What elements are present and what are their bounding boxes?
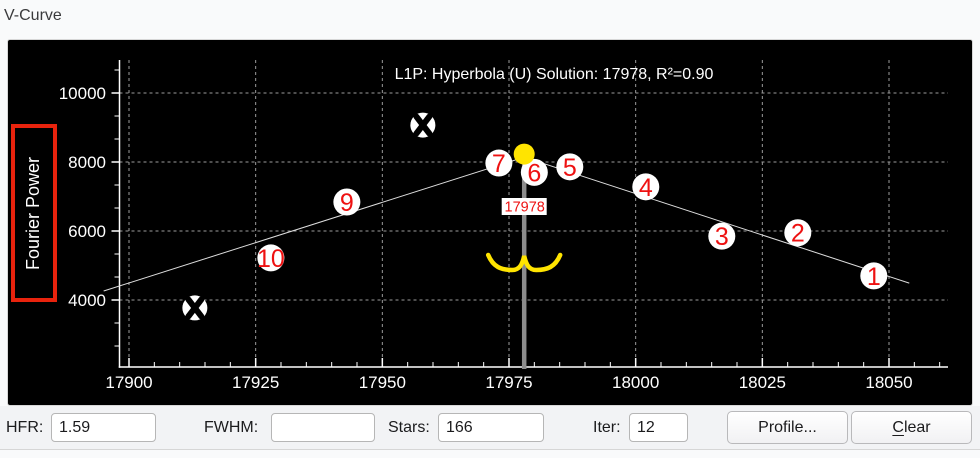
y-axis-label: Fourier Power bbox=[23, 156, 44, 270]
y-tick-label: 6000 bbox=[68, 222, 106, 241]
stars-label: Stars: bbox=[388, 418, 430, 436]
page-title: V-Curve bbox=[4, 7, 62, 24]
fwhm-input[interactable] bbox=[271, 413, 375, 442]
fwhm-label: FWHM: bbox=[204, 418, 259, 436]
rejected-x-icon bbox=[413, 113, 433, 137]
iter-label: Iter: bbox=[593, 418, 621, 436]
bottom-bar: HFR: FWHM: Stars: Iter: Profile... Clear bbox=[0, 406, 980, 450]
y-axis-label-box: Fourier Power bbox=[11, 124, 57, 302]
data-point-10 bbox=[257, 244, 285, 272]
y-tick-label: 8000 bbox=[68, 153, 106, 172]
x-tick-label: 17950 bbox=[359, 373, 406, 392]
rejected-x-icon bbox=[185, 296, 205, 320]
data-point-number-9: 9 bbox=[340, 189, 354, 217]
fit-line bbox=[524, 156, 910, 284]
clear-button-accel: C bbox=[892, 418, 904, 436]
clear-button[interactable]: Clear bbox=[851, 411, 972, 444]
data-point-number-5: 5 bbox=[563, 154, 577, 182]
x-tick-label: 17975 bbox=[485, 373, 532, 392]
vcurve-chart: 17900 17925 17950 17975 18000 18025 1805040006… bbox=[59, 60, 948, 392]
data-point-5 bbox=[556, 153, 584, 181]
x-tick-label: 17925 bbox=[232, 373, 279, 392]
data-point-7 bbox=[485, 149, 513, 177]
data-point-number-1: 1 bbox=[867, 263, 881, 291]
data-point-3 bbox=[708, 222, 736, 250]
data-point-number-7: 7 bbox=[492, 150, 506, 178]
data-point-9 bbox=[333, 188, 361, 216]
profile-button[interactable]: Profile... bbox=[727, 411, 848, 444]
data-point-number-6: 6 bbox=[527, 159, 541, 187]
data-point-number-2: 2 bbox=[791, 220, 805, 248]
hfr-input[interactable] bbox=[51, 413, 156, 442]
hfr-label: HFR: bbox=[6, 418, 44, 436]
focus-dot bbox=[513, 143, 535, 165]
vcurve-chart-panel: 17900 17925 17950 17975 18000 18025 18050 4000 6… bbox=[7, 39, 973, 406]
iter-input[interactable] bbox=[629, 413, 688, 442]
curly-brace-icon bbox=[485, 252, 563, 273]
y-tick-label: 4000 bbox=[68, 291, 106, 310]
solution-label: 17978 bbox=[505, 200, 545, 216]
solution-label-box bbox=[501, 198, 547, 215]
data-point-4 bbox=[632, 173, 660, 201]
clear-button-rest: lear bbox=[903, 418, 931, 436]
data-point-number-4: 4 bbox=[639, 174, 653, 202]
stars-input[interactable] bbox=[438, 413, 544, 442]
data-point-2 bbox=[784, 219, 812, 247]
chart-title: L1P: Hyperbola (U) Solution: 17978, R²=0… bbox=[395, 66, 714, 83]
fit-line bbox=[103, 156, 525, 292]
x-tick-label: 18025 bbox=[739, 373, 786, 392]
x-tick-label: 18050 bbox=[865, 373, 912, 392]
data-point-number-10: 10 bbox=[257, 245, 285, 273]
data-point-1 bbox=[860, 262, 888, 290]
y-tick-label: 10000 bbox=[59, 84, 106, 103]
x-tick-label: 18000 bbox=[612, 373, 659, 392]
data-point-6 bbox=[520, 158, 548, 186]
data-point-number-3: 3 bbox=[715, 223, 729, 251]
x-tick-label: 17900 bbox=[105, 373, 152, 392]
